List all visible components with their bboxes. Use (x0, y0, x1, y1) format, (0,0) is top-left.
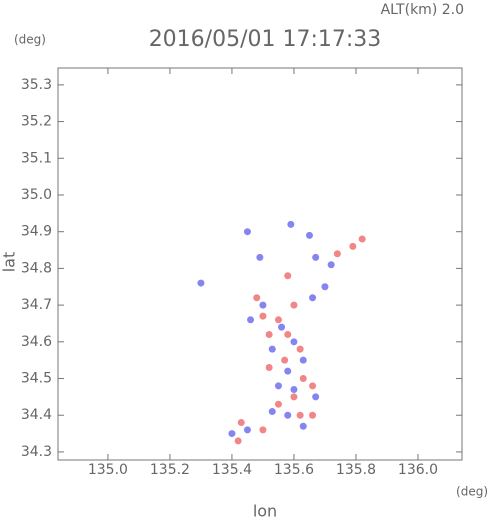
point (256, 253, 264, 261)
point (333, 250, 341, 258)
point (253, 294, 261, 302)
point (312, 253, 320, 261)
point (321, 283, 329, 291)
y-tick-label: 34.3 (21, 444, 52, 460)
y-tick-label: 35.2 (21, 114, 52, 130)
point (290, 393, 298, 401)
point (243, 426, 251, 434)
point (259, 312, 267, 320)
point (299, 422, 307, 430)
y-tick-label: 34.4 (21, 407, 52, 423)
point (284, 330, 292, 338)
point (290, 338, 298, 346)
x-tick-label: 135.4 (212, 462, 252, 478)
point (197, 279, 205, 287)
point (247, 316, 255, 324)
point (290, 386, 298, 394)
point (287, 220, 295, 228)
x-tick-label: 135.2 (150, 462, 190, 478)
point (265, 330, 273, 338)
x-tick-label: 135.0 (88, 462, 128, 478)
point (290, 301, 298, 309)
point (281, 356, 289, 364)
point (265, 364, 273, 372)
point (296, 411, 304, 419)
point (309, 411, 317, 419)
chart-title: 2016/05/01 17:17:33 (149, 27, 382, 52)
altitude-label: ALT(km) 2.0 (381, 2, 464, 18)
y-tick-label: 34.9 (21, 224, 52, 240)
y-tick-label: 34.7 (21, 297, 52, 313)
point (274, 382, 282, 390)
y-tick-label: 35.3 (21, 77, 52, 93)
point (237, 419, 245, 427)
y-unit: (deg) (14, 33, 46, 47)
x-tick-label: 136.0 (398, 462, 438, 478)
point (268, 408, 276, 416)
point (274, 316, 282, 324)
point (305, 231, 313, 239)
point (299, 375, 307, 383)
point (259, 301, 267, 309)
point (234, 437, 242, 445)
x-tick-label: 135.8 (336, 462, 376, 478)
point (309, 294, 317, 302)
point (299, 356, 307, 364)
point (349, 242, 357, 250)
y-tick-label: 35.1 (21, 150, 52, 166)
y-tick-label: 35.0 (21, 187, 52, 203)
point (358, 235, 366, 243)
point (228, 430, 236, 438)
y-tick-label: 34.5 (21, 371, 52, 387)
y-tick-label: 34.6 (21, 334, 52, 350)
y-tick-label: 34.8 (21, 260, 52, 276)
x-axis-label: lon (253, 502, 277, 521)
point (284, 411, 292, 419)
plot-frame (57, 67, 463, 461)
point (243, 228, 251, 236)
point (309, 382, 317, 390)
point (284, 367, 292, 375)
point (268, 345, 276, 353)
x-tick-label: 135.6 (274, 462, 314, 478)
point (284, 272, 292, 280)
point (274, 400, 282, 408)
point (296, 345, 304, 353)
point (278, 323, 286, 331)
x-unit: (deg) (456, 485, 488, 499)
point (259, 426, 267, 434)
y-axis-label: lat (0, 252, 19, 273)
point (312, 393, 320, 401)
point (327, 261, 335, 269)
